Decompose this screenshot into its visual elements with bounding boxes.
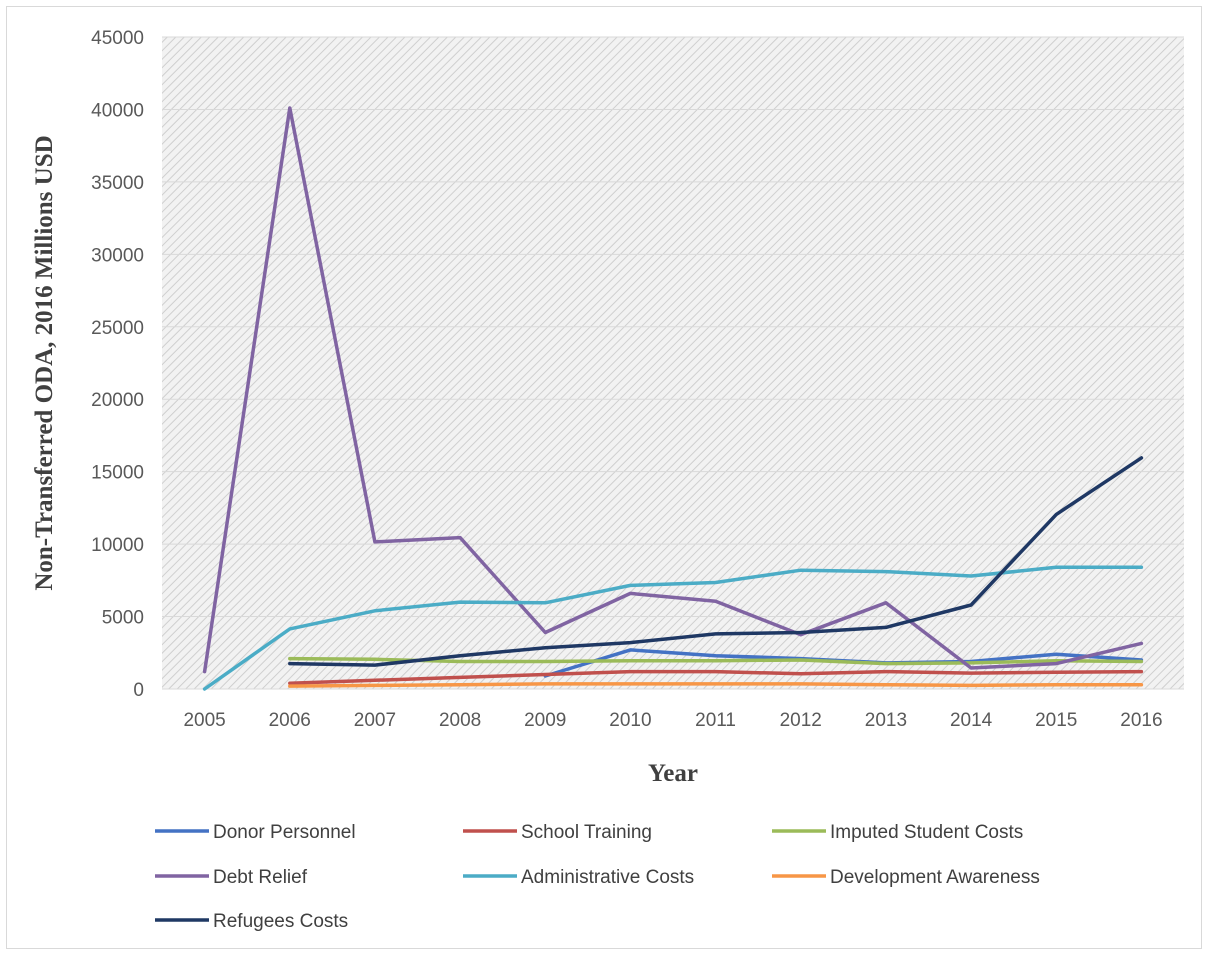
y-tick-label: 40000	[91, 100, 144, 121]
x-tick-label: 2009	[524, 710, 566, 731]
x-tick-label: 2012	[780, 710, 822, 731]
y-axis-ticks: 0 5000 10000 15000 20000 25000 30000 35000 40000…	[91, 28, 144, 701]
x-tick-label: 2010	[609, 710, 651, 731]
legend-label: Donor Personnel	[213, 822, 356, 843]
y-tick-label: 25000	[91, 318, 144, 339]
y-tick-label: 35000	[91, 173, 144, 194]
y-tick-label: 20000	[91, 390, 144, 411]
y-axis-title: Non-Transferred ODA, 2016 Millions USD	[31, 135, 58, 590]
x-axis-ticks: 2005 2006 2007 2008 2009 2010 2011 2012 2013 2014…	[183, 710, 1162, 731]
x-tick-label: 2006	[269, 710, 311, 731]
y-tick-label: 10000	[91, 535, 144, 556]
x-tick-label: 2011	[695, 710, 736, 731]
series-line-administrative-costs	[202, 565, 1144, 691]
plot-area	[162, 37, 1184, 689]
gridlines	[162, 36, 1184, 690]
series-line-school-training	[288, 669, 1144, 685]
series-line-imputed-student-costs	[288, 656, 1144, 666]
legend-label: Debt Relief	[213, 867, 308, 888]
series-line-refugees-costs	[288, 456, 1144, 667]
legend-label: Development Awareness	[830, 867, 1040, 888]
x-tick-label: 2005	[183, 710, 225, 731]
x-axis-title: Year	[648, 760, 698, 787]
series-line-debt-relief	[202, 106, 1144, 674]
x-tick-label: 2008	[439, 710, 481, 731]
x-tick-label: 2015	[1035, 710, 1077, 731]
x-tick-label: 2016	[1120, 710, 1162, 731]
y-tick-label: 0	[133, 680, 144, 701]
x-tick-label: 2013	[865, 710, 907, 731]
x-tick-label: 2007	[354, 710, 396, 731]
legend: Donor Personnel School Training Imputed St…	[155, 822, 1040, 932]
x-tick-label: 2014	[950, 710, 993, 731]
y-tick-label: 15000	[91, 463, 144, 484]
y-tick-label: 30000	[91, 245, 144, 266]
series-line-development-awareness	[288, 682, 1144, 688]
legend-label: Administrative Costs	[521, 867, 694, 888]
y-tick-label: 5000	[102, 608, 144, 629]
series-lines	[202, 106, 1144, 691]
legend-label: Imputed Student Costs	[830, 822, 1023, 843]
y-tick-label: 45000	[91, 28, 144, 49]
legend-label: Refugees Costs	[213, 911, 348, 932]
legend-label: School Training	[521, 822, 652, 843]
